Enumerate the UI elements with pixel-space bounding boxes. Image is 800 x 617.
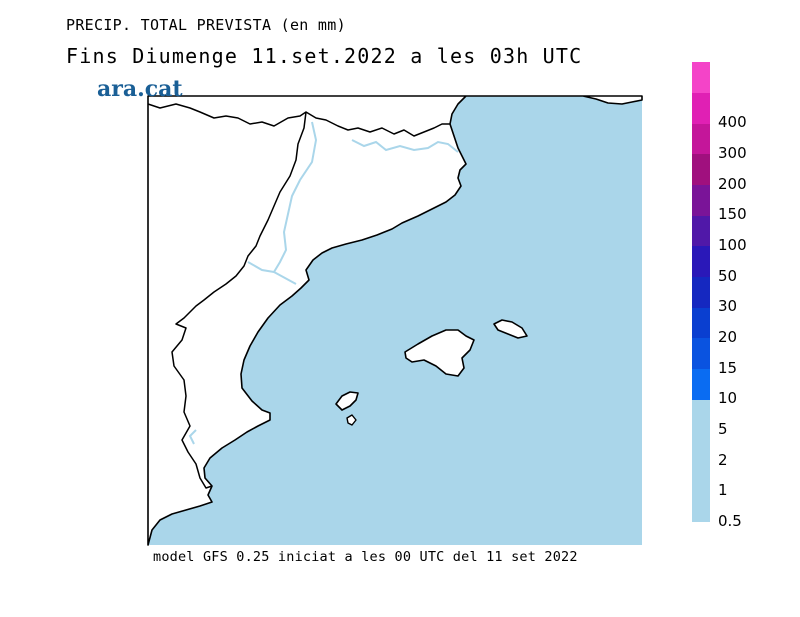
legend-swatch [692, 430, 710, 462]
legend-label: 2 [718, 450, 728, 469]
legend-swatch [692, 399, 710, 431]
legend-swatch [692, 62, 710, 94]
island-mallorca [404, 329, 475, 377]
legend-swatch [692, 92, 710, 124]
legend-label: 20 [718, 328, 738, 346]
legend-label: 5 [718, 420, 728, 438]
region-border [272, 121, 318, 285]
border-line [171, 111, 307, 489]
legend-swatch [692, 460, 710, 492]
border-line [147, 103, 450, 137]
region-border [247, 261, 275, 273]
region-border [188, 429, 197, 445]
map-title: PRECIP. TOTAL PREVISTA (en mm) [66, 16, 346, 34]
legend-swatch [692, 338, 710, 370]
legend-label: 300 [718, 144, 747, 162]
legend-label: 150 [718, 205, 747, 224]
legend-label: 400 [718, 113, 747, 132]
legend-label: 50 [718, 266, 738, 285]
legend-swatch [692, 491, 710, 523]
legend-label: 30 [718, 297, 738, 316]
legend-swatch [692, 215, 710, 247]
legend-label: 10 [718, 389, 738, 408]
legend-label: 200 [718, 174, 747, 193]
legend-swatch [692, 307, 710, 339]
legend-label: 15 [718, 358, 738, 377]
legend-label: 1 [718, 481, 728, 500]
island-eivissa [335, 391, 359, 411]
model-note: model GFS 0.25 iniciat a les 00 UTC del … [153, 549, 578, 565]
region-border [351, 139, 459, 153]
legend-swatch [692, 184, 710, 216]
map-subtitle: Fins Diumenge 11.set.2022 a les 03h UTC [66, 44, 583, 68]
mainland [147, 95, 643, 546]
legend-swatch [692, 123, 710, 155]
island-formentera [346, 414, 357, 426]
legend-swatch [692, 246, 710, 278]
legend-swatch [692, 276, 710, 308]
legend-swatch [692, 154, 710, 186]
island-menorca [493, 319, 528, 339]
precipitation-legend [692, 62, 710, 523]
ara-cat-logo: ara.cat [97, 76, 183, 102]
legend-swatch [692, 368, 710, 400]
legend-label: 0.5 [718, 512, 742, 530]
legend-label: 100 [718, 236, 747, 254]
